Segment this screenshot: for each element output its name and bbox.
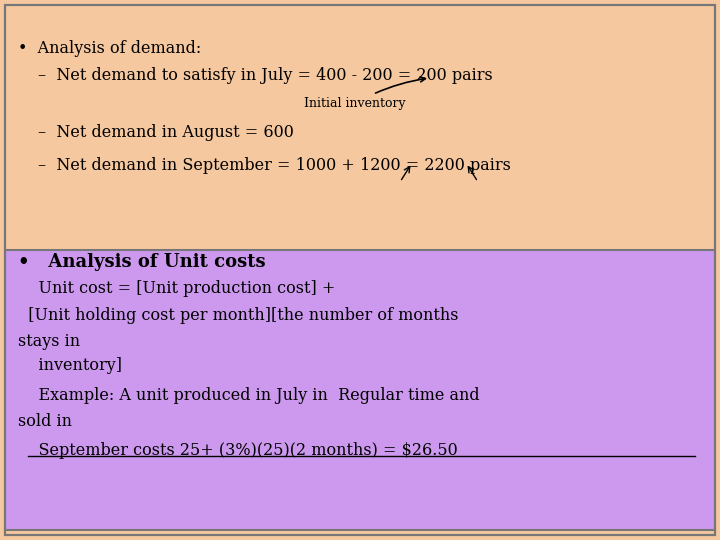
- Text: stays in: stays in: [18, 333, 80, 350]
- Text: September costs 25+ (3%)(25)(2 months) = $26.50: September costs 25+ (3%)(25)(2 months) =…: [18, 442, 458, 459]
- FancyBboxPatch shape: [5, 250, 715, 530]
- Text: •   Analysis of Unit costs: • Analysis of Unit costs: [18, 253, 266, 271]
- Text: –  Net demand in September = 1000 + 1200 = 2200 pairs: – Net demand in September = 1000 + 1200 …: [38, 157, 511, 174]
- Text: –  Net demand in August = 600: – Net demand in August = 600: [38, 124, 294, 141]
- Text: •  Analysis of demand:: • Analysis of demand:: [18, 40, 202, 57]
- Text: [Unit holding cost per month][the number of months: [Unit holding cost per month][the number…: [18, 307, 459, 324]
- Text: Example: A unit produced in July in  Regular time and: Example: A unit produced in July in Regu…: [18, 387, 480, 404]
- Text: Unit cost = [Unit production cost] +: Unit cost = [Unit production cost] +: [18, 280, 336, 297]
- Text: Initial inventory: Initial inventory: [304, 77, 426, 110]
- Text: –  Net demand to satisfy in July = 400 - 200 = 200 pairs: – Net demand to satisfy in July = 400 - …: [38, 67, 492, 84]
- Text: sold in: sold in: [18, 413, 72, 430]
- Text: inventory]: inventory]: [18, 357, 122, 374]
